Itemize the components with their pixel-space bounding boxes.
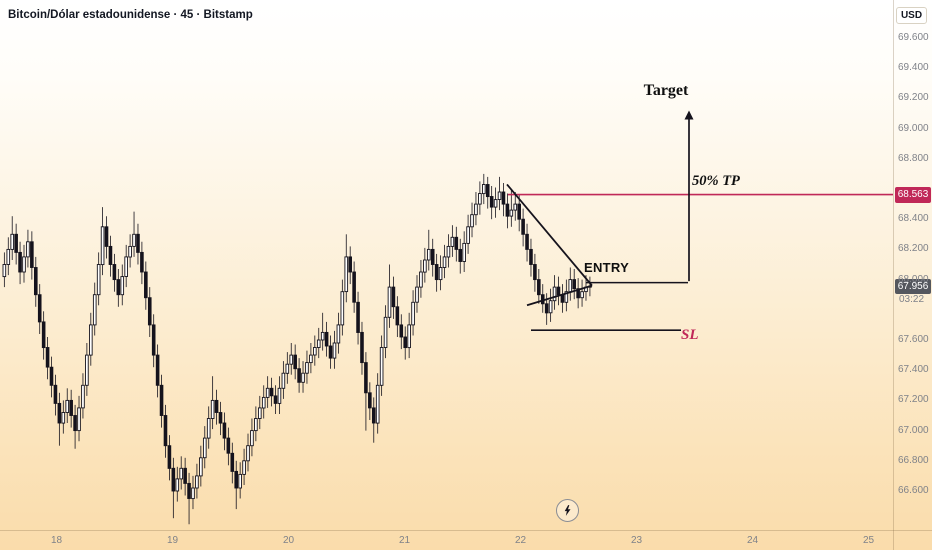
price-axis-label: 67.200 <box>898 394 929 406</box>
price-axis-separator <box>893 0 894 550</box>
price-axis-label: 67.400 <box>898 364 929 376</box>
time-axis-label: 23 <box>631 535 643 546</box>
lightning-icon <box>564 505 571 516</box>
price-axis-label: 68.000 <box>898 273 929 285</box>
price-axis-label: 67.600 <box>898 334 929 345</box>
time-axis[interactable]: 18 19 20 21 22 23 24 25 <box>0 531 893 550</box>
price-axis-label: 68.400 <box>898 213 929 225</box>
time-axis-separator <box>0 530 932 531</box>
tp-50-label: 50% TP <box>692 173 740 189</box>
countdown-timer: 03:22 <box>899 294 925 306</box>
currency-unit-button[interactable]: USD <box>896 7 927 24</box>
price-axis-label: 69.200 <box>898 92 929 104</box>
price-axis-label: 68.800 <box>898 152 929 164</box>
last-price-badge: 67.956 <box>895 279 931 295</box>
tp-price-badge: 68.563 <box>895 186 931 203</box>
boost-button[interactable] <box>556 499 579 522</box>
price-axis[interactable]: 68.563 67.956 03:22 69.600 69.400 69.200 69… <box>894 0 932 530</box>
price-axis-label: 67.000 <box>898 424 929 436</box>
time-axis-label: 24 <box>747 535 759 546</box>
time-axis-label: 25 <box>863 535 875 546</box>
price-axis-label: 69.400 <box>898 62 929 74</box>
symbol-title[interactable]: Bitcoin/Dólar estadounidense · 45 · Bits… <box>8 9 253 21</box>
chart-pane[interactable]: Target 50% TP ENTRY SL <box>0 0 893 530</box>
sl-label: SL <box>681 327 699 343</box>
time-axis-label: 19 <box>167 535 179 546</box>
entry-label: ENTRY <box>584 260 630 275</box>
price-axis-label: 69.600 <box>898 32 929 43</box>
time-axis-label: 22 <box>515 535 527 546</box>
price-axis-label: 66.600 <box>898 485 929 496</box>
target-label: Target <box>643 82 689 99</box>
price-chart-canvas[interactable] <box>0 0 893 530</box>
price-axis-label: 69.000 <box>898 122 929 134</box>
price-axis-label: 66.800 <box>898 454 929 466</box>
price-axis-label: 68.200 <box>898 243 929 255</box>
time-axis-label: 20 <box>283 535 295 546</box>
time-axis-label: 21 <box>399 535 411 546</box>
time-axis-label: 18 <box>51 535 63 546</box>
